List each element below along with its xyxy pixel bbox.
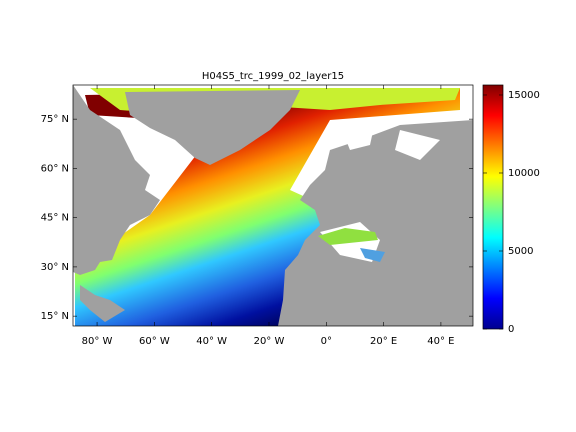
map-area bbox=[73, 85, 473, 326]
x-tick-label: 40° W bbox=[196, 336, 227, 347]
map-title: H04S5_trc_1999_02_layer15 bbox=[202, 71, 344, 82]
colorbar-tick-label: 15000 bbox=[508, 90, 540, 101]
colorbar-tick-label: 5000 bbox=[508, 246, 533, 257]
x-tick-label: 40° E bbox=[427, 336, 454, 347]
x-tick-label: 60° W bbox=[139, 336, 170, 347]
colorbar-tick-label: 0 bbox=[508, 324, 514, 335]
y-tick-label: 30° N bbox=[41, 262, 69, 273]
x-tick-label: 20° E bbox=[370, 336, 397, 347]
y-tick-label: 60° N bbox=[41, 163, 69, 174]
y-tick-label: 15° N bbox=[41, 311, 69, 322]
colorbar bbox=[482, 84, 504, 330]
colorbar-tick-label: 10000 bbox=[508, 168, 540, 179]
x-tick-label: 20° W bbox=[254, 336, 285, 347]
y-tick-label: 75° N bbox=[41, 114, 69, 125]
x-tick-label: 0° bbox=[321, 336, 332, 347]
map-frame bbox=[72, 84, 474, 327]
y-tick-label: 45° N bbox=[41, 213, 69, 224]
x-tick-label: 80° W bbox=[82, 336, 113, 347]
